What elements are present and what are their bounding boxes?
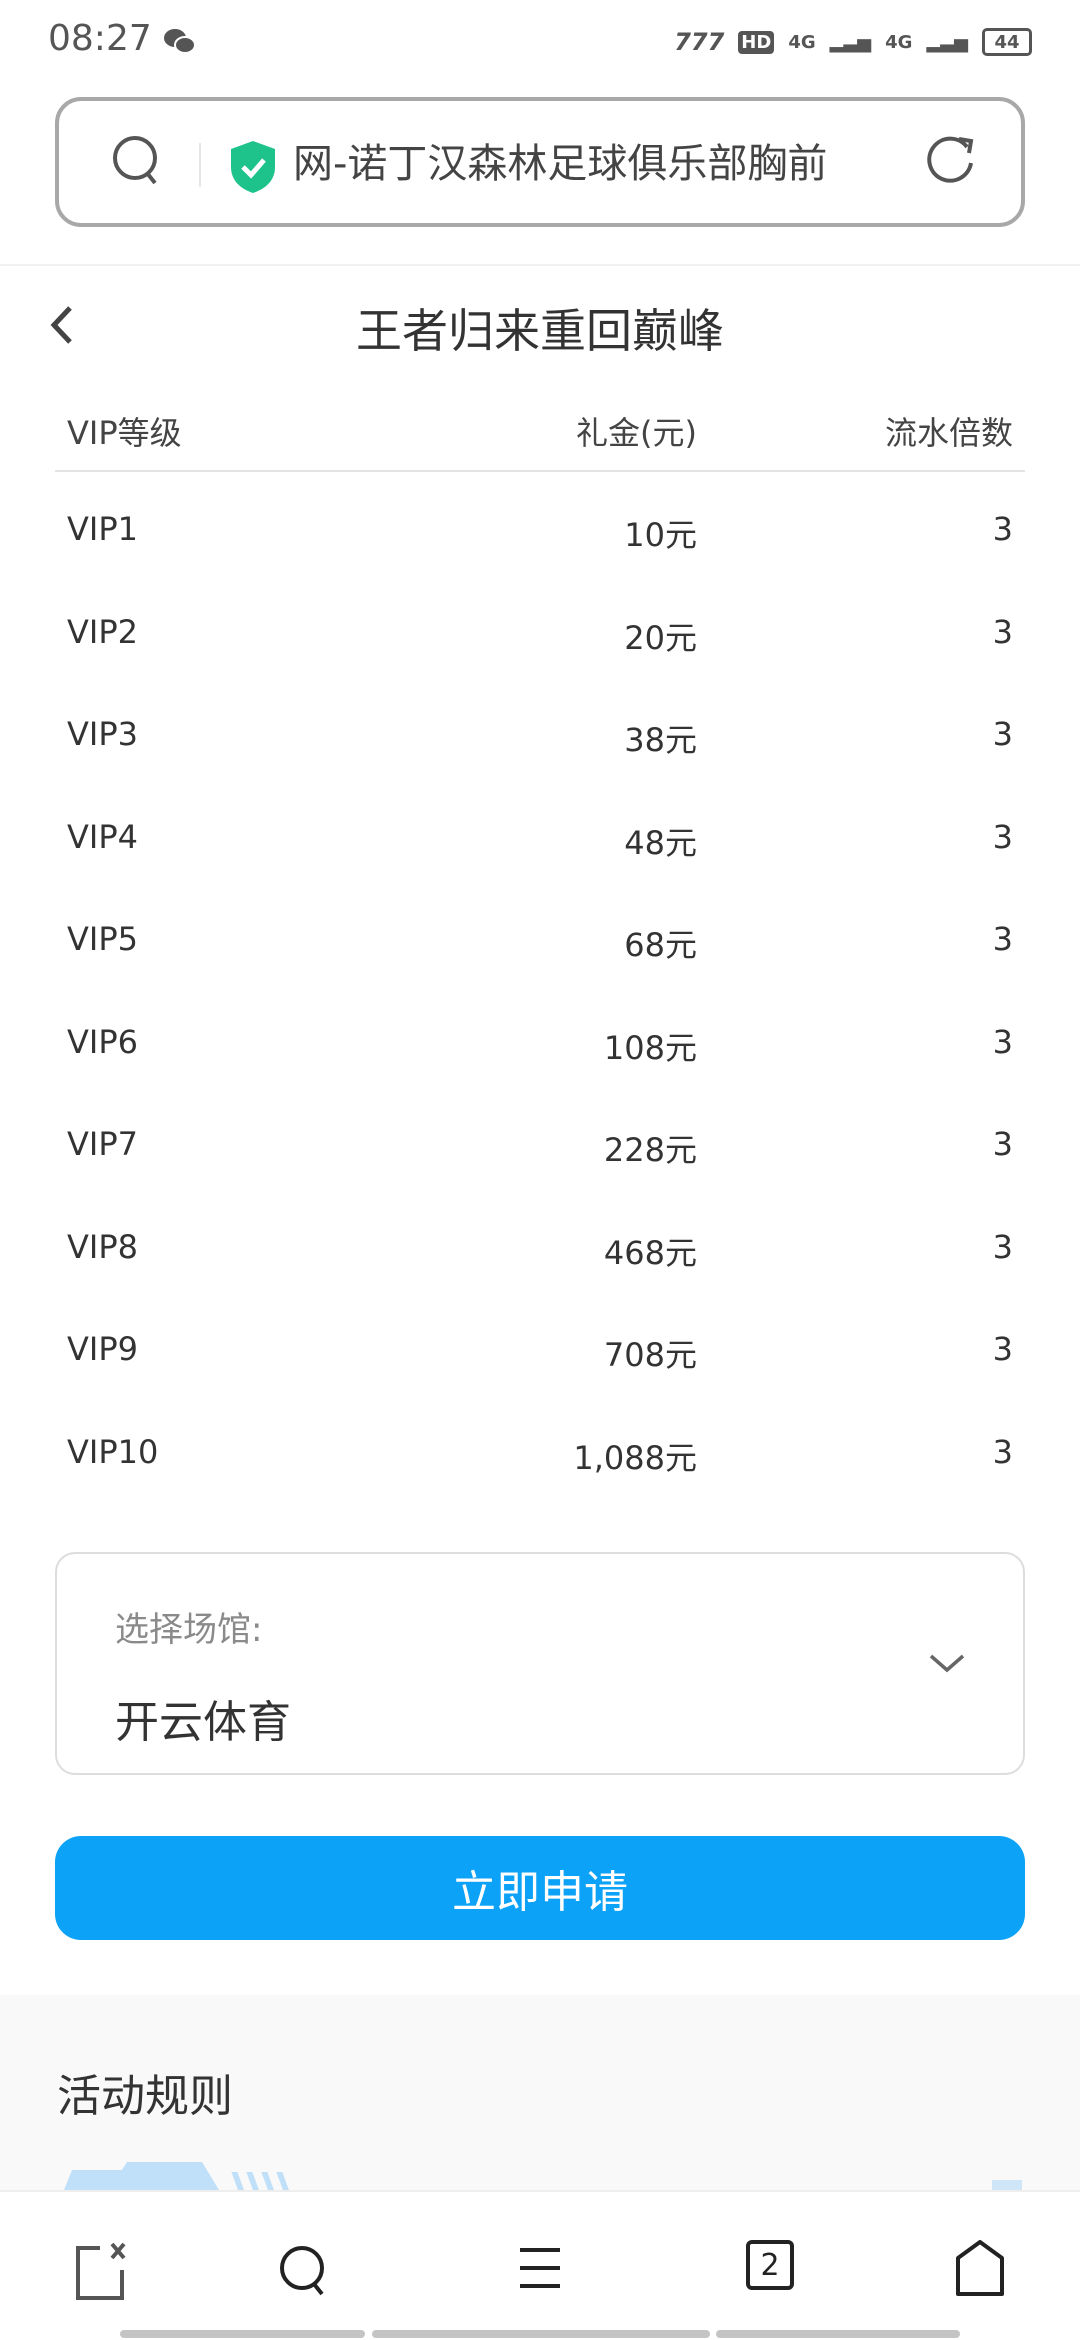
- vip-level: VIP4: [67, 817, 138, 856]
- status-time: 08:27: [48, 18, 152, 59]
- turnover-multiplier: 3: [992, 1227, 1013, 1266]
- vip-level: VIP1: [67, 510, 138, 548]
- venue-select-label: 选择场馆:: [115, 1610, 263, 1650]
- turnover-multiplier: 3: [992, 1330, 1013, 1368]
- gesture-bar: [372, 2330, 710, 2338]
- chevron-down-icon: [929, 1654, 965, 1673]
- reload-icon[interactable]: [921, 131, 981, 191]
- table-row: VIP2 20元 3: [55, 603, 1025, 663]
- bonus-amount: 10元: [624, 516, 697, 554]
- vip-level: VIP9: [67, 1330, 138, 1368]
- divider: [55, 470, 1025, 472]
- table-row: VIP10 1,088元 3: [55, 1423, 1025, 1483]
- vip-level: VIP3: [67, 715, 138, 753]
- vip-level: VIP10: [67, 1432, 159, 1471]
- turnover-multiplier: 3: [992, 715, 1013, 753]
- table-row: VIP6 108元 3: [55, 1013, 1025, 1073]
- vip-level: VIP8: [67, 1227, 138, 1266]
- address-bar[interactable]: 网-诺丁汉森林足球俱乐部胸前: [55, 97, 1025, 227]
- bonus-amount: 228元: [603, 1131, 697, 1169]
- table-row: VIP4 48元 3: [55, 808, 1025, 868]
- table-row: VIP3 38元 3: [55, 705, 1025, 765]
- bonus-amount: 38元: [624, 721, 697, 759]
- vip-level: VIP7: [67, 1125, 138, 1163]
- turnover-multiplier: 3: [992, 1125, 1013, 1163]
- home-icon[interactable]: [950, 2240, 1010, 2300]
- battery-icon: 44: [982, 28, 1032, 56]
- apply-button[interactable]: 立即申请: [55, 1836, 1025, 1940]
- search-icon[interactable]: [107, 131, 167, 191]
- turnover-multiplier: 3: [992, 817, 1013, 856]
- vip-level: VIP5: [67, 920, 138, 958]
- back-arrow-icon[interactable]: [46, 302, 78, 348]
- bottom-nav: 2: [0, 2190, 1080, 2340]
- turnover-multiplier: 3: [992, 1022, 1013, 1061]
- gesture-bar: [120, 2330, 365, 2338]
- turnover-multiplier: 3: [992, 920, 1013, 958]
- turnover-multiplier: 3: [992, 612, 1013, 651]
- shield-check-icon: [231, 141, 275, 193]
- table-header: VIP等级 礼金(元) 流水倍数: [55, 398, 1025, 458]
- status-bar: 08:27 777 HD 4G ▂▃▅ 4G ▂▃▅ 44: [0, 0, 1080, 82]
- turnover-multiplier: 3: [992, 1432, 1013, 1471]
- bonus-amount: 468元: [603, 1233, 697, 1272]
- search-icon[interactable]: [274, 2240, 334, 2300]
- header-bonus: 礼金(元): [576, 414, 697, 452]
- venue-select[interactable]: 选择场馆: 开云体育: [55, 1552, 1025, 1775]
- bonus-amount: 20元: [624, 618, 697, 657]
- signal-bars-icon: ▂▃▅: [829, 31, 872, 53]
- status-icons: 777 HD 4G ▂▃▅ 4G ▂▃▅ 44: [674, 24, 1032, 60]
- banner-decoration: [62, 2162, 291, 2195]
- hd-icon: HD: [738, 30, 775, 54]
- tabs-icon[interactable]: 2: [746, 2240, 794, 2290]
- table-row: VIP1 10元 3: [55, 500, 1025, 560]
- menu-icon[interactable]: [510, 2240, 570, 2300]
- bonus-amount: 68元: [624, 926, 697, 964]
- close-tab-icon[interactable]: [72, 2240, 132, 2300]
- gesture-bar: [716, 2330, 960, 2338]
- rules-section: 活动规则: [0, 1995, 1080, 2195]
- bonus-amount: 708元: [603, 1336, 697, 1374]
- header-vip-level: VIP等级: [67, 414, 182, 452]
- wechat-icon: [164, 29, 196, 54]
- address-text[interactable]: 网-诺丁汉森林足球俱乐部胸前: [293, 141, 828, 187]
- rules-title: 活动规则: [57, 2071, 233, 2122]
- bonus-amount: 1,088元: [573, 1438, 697, 1477]
- venue-select-value: 开云体育: [115, 1697, 291, 1748]
- table-row: VIP5 68元 3: [55, 910, 1025, 970]
- signal-4g-icon: 4G: [788, 31, 816, 53]
- table-row: VIP7 228元 3: [55, 1115, 1025, 1175]
- table-row: VIP8 468元 3: [55, 1218, 1025, 1278]
- vip-level: VIP6: [67, 1022, 138, 1061]
- page-title: 王者归来重回巅峰: [356, 304, 724, 358]
- bonus-amount: 108元: [603, 1028, 697, 1067]
- signal-bars-icon-2: ▂▃▅: [926, 31, 968, 53]
- turnover-multiplier: 3: [992, 510, 1013, 548]
- vip-level: VIP2: [67, 612, 138, 651]
- table-row: VIP9 708元 3: [55, 1320, 1025, 1380]
- divider: [0, 264, 1080, 266]
- bonus-amount: 48元: [624, 823, 697, 862]
- signal-4g-icon-2: 4G: [885, 31, 913, 53]
- divider: [199, 143, 201, 187]
- signal-brand-icon: 777: [674, 28, 725, 56]
- header-turnover: 流水倍数: [884, 414, 1013, 452]
